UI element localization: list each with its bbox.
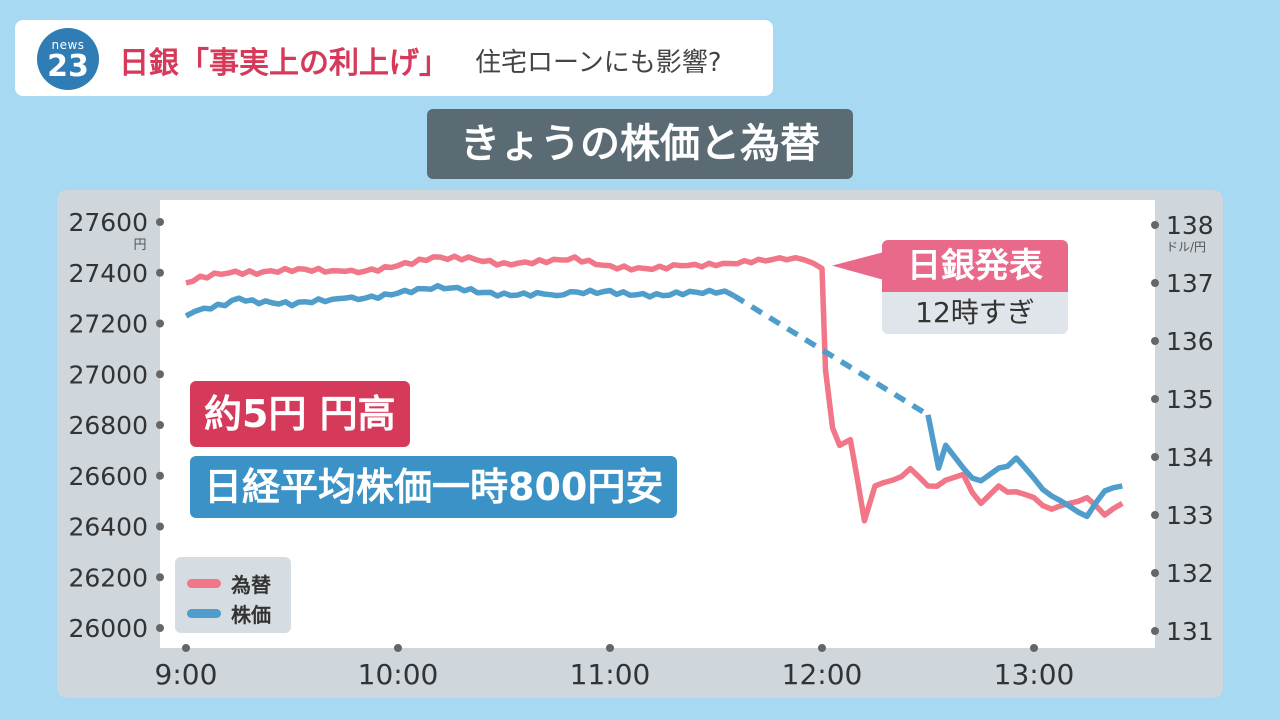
right-tick-label: 133 [1166, 501, 1214, 530]
right-tick-label: 138 [1166, 211, 1214, 240]
x-tick-mark [394, 644, 402, 652]
right-tick-label: 134 [1166, 443, 1214, 472]
chart-title: きょうの株価と為替 [427, 109, 853, 179]
series-line-stock [184, 282, 735, 319]
x-tick-label: 9:00 [155, 658, 218, 691]
left-tick-mark [156, 522, 164, 531]
x-tick-label: 11:00 [570, 658, 651, 691]
right-tick-label: 137 [1166, 269, 1214, 298]
chart-legend: 為替 株価 [175, 557, 291, 633]
right-tick-mark [1151, 337, 1159, 345]
right-tick-mark [1151, 569, 1159, 577]
legend-item-stock: 株価 [187, 599, 271, 628]
left-tick-label: 26800 [68, 411, 148, 440]
x-tick-label: 12:00 [782, 658, 863, 691]
yen-annotation: 約5円 円高 [190, 381, 410, 447]
logo-small-text: news [51, 38, 85, 52]
series-line-stock-after [925, 414, 1123, 520]
right-tick-label: 131 [1166, 617, 1214, 646]
x-tick-mark [818, 644, 826, 652]
right-tick-mark [1151, 627, 1159, 635]
left-tick-label: 27000 [68, 360, 148, 389]
event-callout-time: 12時すぎ [882, 292, 1068, 334]
left-tick-mark [156, 268, 164, 277]
right-tick-mark [1151, 395, 1159, 403]
series-line-fx [185, 253, 1124, 524]
x-tick-mark [606, 644, 614, 652]
left-tick-label: 27400 [68, 259, 148, 288]
left-tick-mark [156, 370, 164, 379]
right-tick-label: 132 [1166, 559, 1214, 588]
left-axis-unit: 円 [133, 238, 146, 253]
event-callout-pointer [832, 252, 884, 280]
left-tick-mark [156, 573, 164, 582]
right-tick-label: 136 [1166, 327, 1214, 356]
legend-swatch-stock [187, 609, 221, 618]
x-tick-mark [182, 644, 190, 652]
left-tick-mark [156, 624, 164, 632]
left-tick-mark [156, 218, 164, 226]
left-tick-mark [156, 319, 164, 328]
left-tick-mark [156, 421, 164, 429]
right-tick-mark [1151, 453, 1159, 461]
news23-logo: news 23 [37, 28, 99, 90]
headline-main: 日銀「事実上の利上げ」 [119, 46, 449, 81]
x-tick-mark [1030, 644, 1038, 652]
legend-item-fx: 為替 [187, 569, 271, 598]
right-tick-mark [1151, 279, 1159, 287]
nikkei-annotation: 日経平均株価一時800円安 [190, 456, 678, 518]
x-tick-label: 13:00 [994, 658, 1075, 691]
series-gap-dashed-stock [732, 293, 930, 418]
left-tick-label: 27200 [68, 310, 148, 339]
left-tick-label: 26200 [68, 563, 148, 592]
x-tick-label: 10:00 [358, 658, 439, 691]
event-callout-label: 日銀発表 [882, 240, 1068, 292]
header-banner: news 23 日銀「事実上の利上げ」 住宅ローンにも影響? [15, 20, 773, 96]
legend-label-fx: 為替 [231, 573, 271, 597]
left-tick-label: 26400 [68, 513, 148, 542]
right-tick-mark [1151, 221, 1159, 229]
left-tick-label: 26600 [68, 462, 148, 491]
logo-number: 23 [47, 49, 89, 84]
left-tick-label: 26000 [68, 614, 148, 643]
right-axis-unit: ドル/円 [1166, 240, 1206, 254]
right-tick-label: 135 [1166, 385, 1214, 414]
left-tick-mark [156, 471, 164, 480]
left-tick-label: 27600 [68, 208, 148, 237]
legend-swatch-fx [187, 579, 221, 588]
legend-label-stock: 株価 [231, 603, 271, 627]
headline-sub: 住宅ローンにも影響? [475, 48, 722, 78]
right-tick-mark [1151, 511, 1159, 519]
